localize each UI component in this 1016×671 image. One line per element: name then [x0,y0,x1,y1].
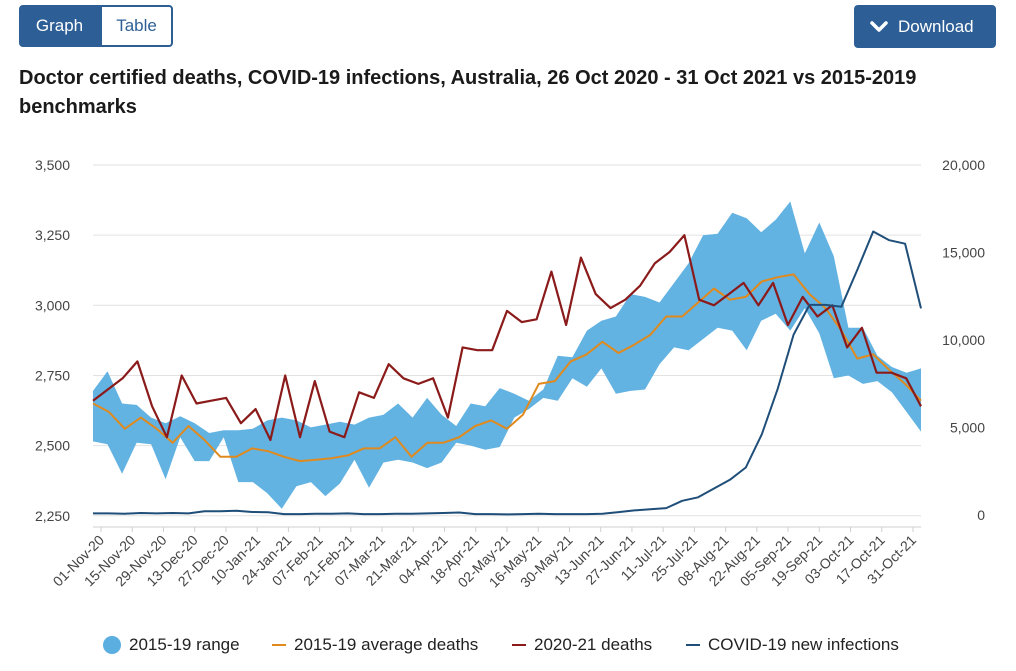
deaths-swatch [512,644,526,646]
y-tick-label: 3,250 [35,227,70,243]
range-band [93,201,921,509]
y2-tick-label: 10,000 [942,332,985,348]
legend-item-deaths[interactable]: 2020-21 deaths [512,630,652,660]
legend-label: 2015-19 average deaths [294,635,479,654]
y-tick-label: 2,750 [35,367,70,383]
y2-tick-label: 0 [977,507,985,523]
y2-tick-label: 20,000 [942,157,985,173]
legend-item-average[interactable]: 2015-19 average deaths [272,630,478,660]
average-deaths-line [92,273,922,463]
view-tabs: Graph Table [19,5,173,47]
deaths-2020-21-line [92,234,922,442]
y-tick-label: 3,500 [35,157,70,173]
y2-tick-label: 15,000 [942,244,985,260]
tab-graph[interactable]: Graph [19,5,100,47]
chart: 2,250 2,500 2,750 3,000 3,250 3,500 0 5,000 10,0… [35,157,985,590]
legend-label: COVID-19 new infections [708,635,899,654]
y-tick-label: 3,000 [35,297,70,313]
download-label: Download [898,16,974,36]
download-button[interactable]: Download [854,5,996,48]
average-swatch [272,644,286,646]
tab-table[interactable]: Table [100,5,173,47]
y-tick-label: 2,250 [35,508,70,524]
y2-tick-label: 5,000 [950,419,985,435]
legend-label: 2015-19 range [129,635,240,654]
infections-swatch [686,644,700,646]
legend-label: 2020-21 deaths [534,635,653,654]
y-tick-label: 2,500 [35,438,70,454]
legend-item-infections[interactable]: COVID-19 new infections [686,630,899,660]
covid-infections-line [93,230,922,516]
range-swatch [103,636,121,654]
chevron-down-icon [870,20,888,33]
legend-item-range[interactable]: 2015-19 range [103,630,240,660]
legend: 2015-19 range 2015-19 average deaths 202… [0,630,1016,660]
chart-title: Doctor certified deaths, COVID-19 infect… [19,67,917,118]
